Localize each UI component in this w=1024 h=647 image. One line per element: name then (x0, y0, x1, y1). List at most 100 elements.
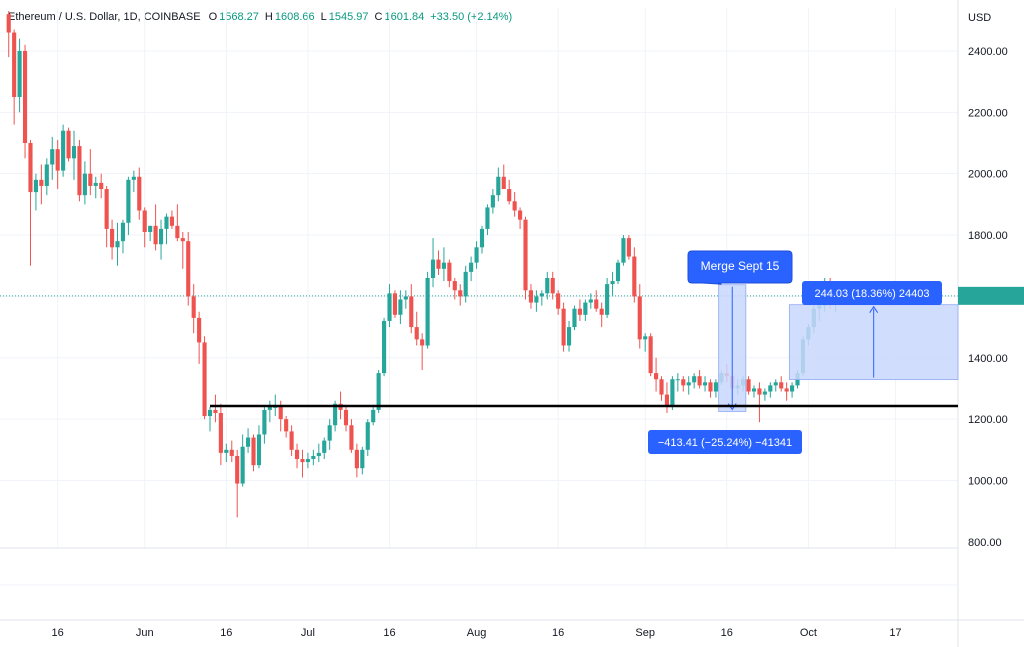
candle-body (485, 207, 490, 229)
candle (479, 225, 485, 254)
candle-body (441, 262, 446, 269)
candle-body (702, 382, 708, 386)
y-tick-label: 1400.00 (968, 353, 1008, 365)
open-label: O (208, 11, 218, 23)
candle (490, 189, 495, 214)
candle-body (197, 317, 202, 343)
candle-body (518, 210, 523, 220)
candle (409, 284, 414, 334)
candle-body (392, 293, 398, 315)
candle (55, 139, 60, 190)
candle-body (104, 189, 109, 229)
candle (327, 419, 332, 450)
candle-body (88, 173, 93, 186)
candle-body (572, 308, 577, 328)
candle (300, 449, 305, 478)
candle (354, 443, 359, 478)
x-tick-label: Sep (635, 627, 655, 639)
candle-body (273, 406, 278, 408)
candle-body (751, 388, 757, 392)
candle (654, 357, 659, 392)
candle (305, 452, 310, 469)
candle-body (496, 176, 501, 196)
candle (425, 271, 430, 349)
candle-body (382, 320, 387, 374)
last-price-tag (958, 286, 1024, 305)
candle (632, 247, 637, 303)
candle (289, 425, 294, 456)
y-tick-label: 1200.00 (968, 414, 1008, 426)
candle (605, 278, 610, 318)
y-tick-label: 800.00 (968, 537, 1002, 549)
candle-body (44, 164, 49, 186)
candle (246, 428, 251, 453)
candle-body (654, 373, 659, 380)
candle-body (615, 262, 621, 282)
candle (485, 204, 490, 236)
candle-body (371, 409, 376, 423)
candle-body (507, 189, 512, 202)
candle (202, 336, 207, 420)
candle (583, 299, 588, 321)
close-label: C (374, 11, 383, 23)
candle (561, 302, 566, 352)
candle (659, 376, 664, 401)
candle (594, 290, 599, 312)
candle-body (28, 143, 33, 193)
candle (197, 311, 202, 364)
candle (615, 259, 621, 285)
candle-body (697, 376, 702, 386)
low-value: 1545.97 (328, 11, 369, 23)
candle-body (463, 271, 468, 297)
rise-label-text: 244.03 (18.36%) 24403 (815, 288, 930, 300)
candle-body (110, 228, 115, 248)
candle-body (120, 222, 126, 242)
candle (430, 238, 436, 288)
candle (702, 376, 708, 392)
candle-body (50, 149, 55, 165)
candle (93, 176, 98, 199)
candle-body (284, 419, 289, 432)
candle-body (131, 176, 136, 180)
candle (44, 158, 49, 196)
candle (224, 443, 229, 463)
candle-body (267, 406, 272, 410)
candle-body (713, 382, 718, 392)
candle-body (33, 179, 38, 193)
candle-body (213, 409, 218, 413)
candle (17, 38, 22, 113)
candle-body (469, 262, 474, 272)
candle-body (452, 281, 457, 291)
candle-body (403, 296, 408, 300)
candle (33, 173, 38, 211)
candle-body (430, 259, 436, 278)
candle (169, 210, 174, 229)
candle-body (207, 409, 213, 417)
candle-body (790, 385, 795, 392)
candle-body (779, 382, 784, 389)
candle (626, 235, 631, 260)
candle (61, 124, 66, 177)
rise-label-box (802, 281, 942, 305)
candle (545, 271, 550, 300)
candle-body (528, 290, 534, 303)
high-label: H (264, 11, 273, 23)
candle (365, 419, 370, 456)
candle (773, 379, 778, 392)
candle-body (191, 296, 196, 318)
candle (186, 231, 191, 306)
candle (746, 376, 751, 395)
candle (621, 235, 626, 266)
candle (414, 311, 419, 346)
candle-body (343, 409, 349, 426)
symbol-label: Ethereum / U.S. Dollar, 1D, COINBASE (8, 11, 201, 23)
y-tick-label: 2000.00 (968, 169, 1008, 181)
candle-body (17, 50, 22, 97)
candle (441, 247, 446, 282)
candle-body (137, 176, 142, 211)
candle (550, 271, 555, 300)
candle-body (474, 247, 479, 263)
candle (447, 259, 452, 288)
